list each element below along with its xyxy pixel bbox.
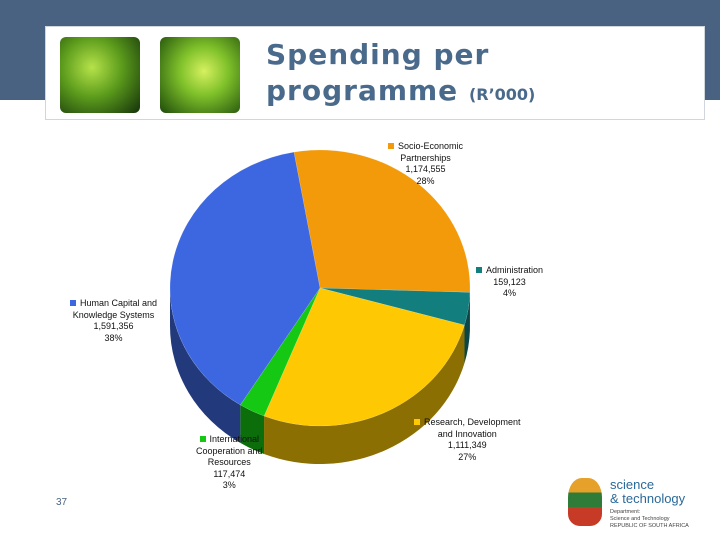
title-unit: (R’000) — [468, 85, 536, 104]
slice-value: 1,591,356 — [93, 321, 134, 331]
title-line-2: programme — [266, 74, 459, 107]
pie-slice-0 — [293, 149, 471, 293]
pie-slice-2 — [263, 287, 465, 427]
pie-side-2 — [264, 325, 465, 464]
page-number: 37 — [56, 497, 68, 508]
title-line-1: Spending per — [266, 38, 490, 71]
legend-swatch — [199, 436, 206, 442]
slice-label-human-capital: Human Capital and Knowledge Systems 1,59… — [70, 298, 157, 344]
slice-percent: 4% — [503, 288, 517, 298]
legend-swatch — [414, 419, 420, 425]
pie-slice-1 — [319, 287, 471, 326]
pie-slice-4 — [169, 151, 321, 406]
logo-department-text: Department: Science and Technology REPUBLI… — [610, 509, 689, 529]
legend-swatch — [388, 143, 394, 149]
slice-percent: 28% — [416, 175, 435, 186]
leaf-image — [160, 37, 240, 113]
slide-title: Spending per programme (R’000) — [266, 37, 535, 113]
slice-value: 1,111,349 — [447, 440, 487, 450]
slice-label-international: International Cooperation and Resources … — [196, 434, 263, 490]
slice-value: 1,174,555 — [405, 164, 446, 174]
pie-side-3 — [240, 404, 265, 455]
pie-side-1 — [464, 292, 470, 364]
pie-slice-3 — [239, 287, 321, 417]
slice-label-socio-economic: Socio-Economic Partnerships 1,174,555 28… — [388, 141, 463, 187]
slice-label-research: Research, Development and Innovation 1,1… — [414, 417, 521, 463]
dst-logo: science & technology Department: Science a… — [566, 476, 716, 532]
slice-percent: 27% — [458, 451, 477, 462]
title-panel: Spending per programme (R’000) — [45, 26, 705, 120]
logo-wordmark: science & technology — [610, 477, 686, 506]
legend-swatch — [476, 267, 482, 273]
slice-percent: 3% — [222, 480, 236, 490]
slice-value: 159,123 — [493, 276, 526, 287]
pie-side-4 — [170, 288, 241, 443]
slice-value: 117,474 — [213, 468, 246, 479]
leaf-image — [60, 37, 140, 113]
legend-swatch — [70, 300, 76, 306]
slice-label-administration: Administration 159,123 4% — [476, 265, 543, 300]
coat-of-arms-icon — [568, 478, 602, 526]
slice-percent: 38% — [104, 332, 123, 343]
